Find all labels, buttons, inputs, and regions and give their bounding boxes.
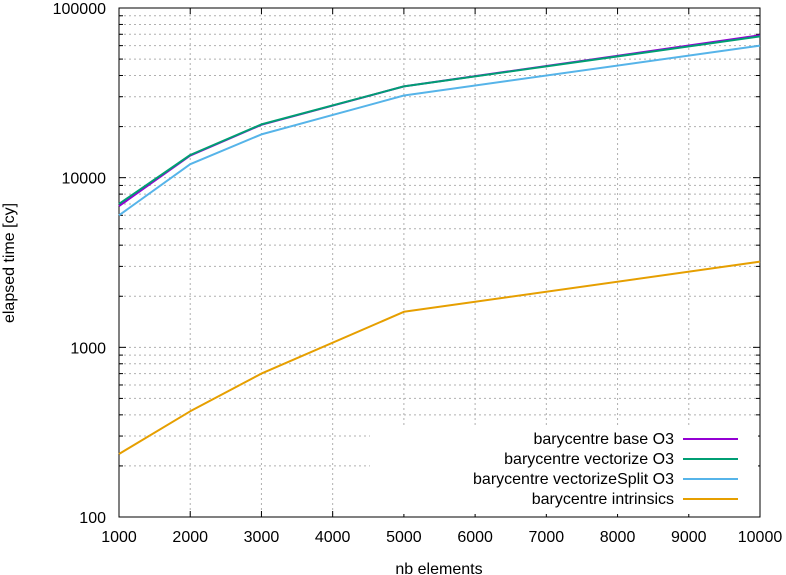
x-tick-label: 2000 [172,529,208,546]
legend: barycentre base O3 barycentre vectorize O… [473,431,738,508]
legend-label: barycentre vectorizeSplit O3 [473,471,674,488]
y-tick-label: 10000 [62,171,107,188]
legend-label: barycentre intrinsics [532,491,674,508]
y-axis-label: elapsed time [cy] [1,203,18,323]
x-tick-labels: 1000 2000 3000 4000 5000 6000 7000 8000 9000 1000… [101,529,782,546]
grid-lines [119,8,760,517]
x-tick-label: 7000 [529,529,565,546]
legend-label: barycentre vectorize O3 [504,451,674,468]
x-tick-label: 9000 [671,529,707,546]
y-tick-label: 1000 [70,340,106,357]
y-tick-label: 100000 [53,1,106,18]
x-tick-label: 5000 [386,529,422,546]
series-line [118,44,761,217]
series-line [118,260,761,455]
x-tick-label: 10000 [738,529,783,546]
x-tick-label: 3000 [244,529,280,546]
x-tick-label: 4000 [315,529,351,546]
series-line [118,34,761,207]
y-tick-labels: 100 1000 10000 100000 [53,1,106,527]
y-tick-label: 100 [79,510,106,527]
axis-ticks [118,8,761,517]
x-tick-label: 6000 [457,529,493,546]
x-axis-label: nb elements [395,561,482,575]
series-line [118,35,761,205]
x-tick-label: 1000 [101,529,137,546]
x-tick-label: 8000 [600,529,636,546]
legend-label: barycentre base O3 [533,431,674,448]
